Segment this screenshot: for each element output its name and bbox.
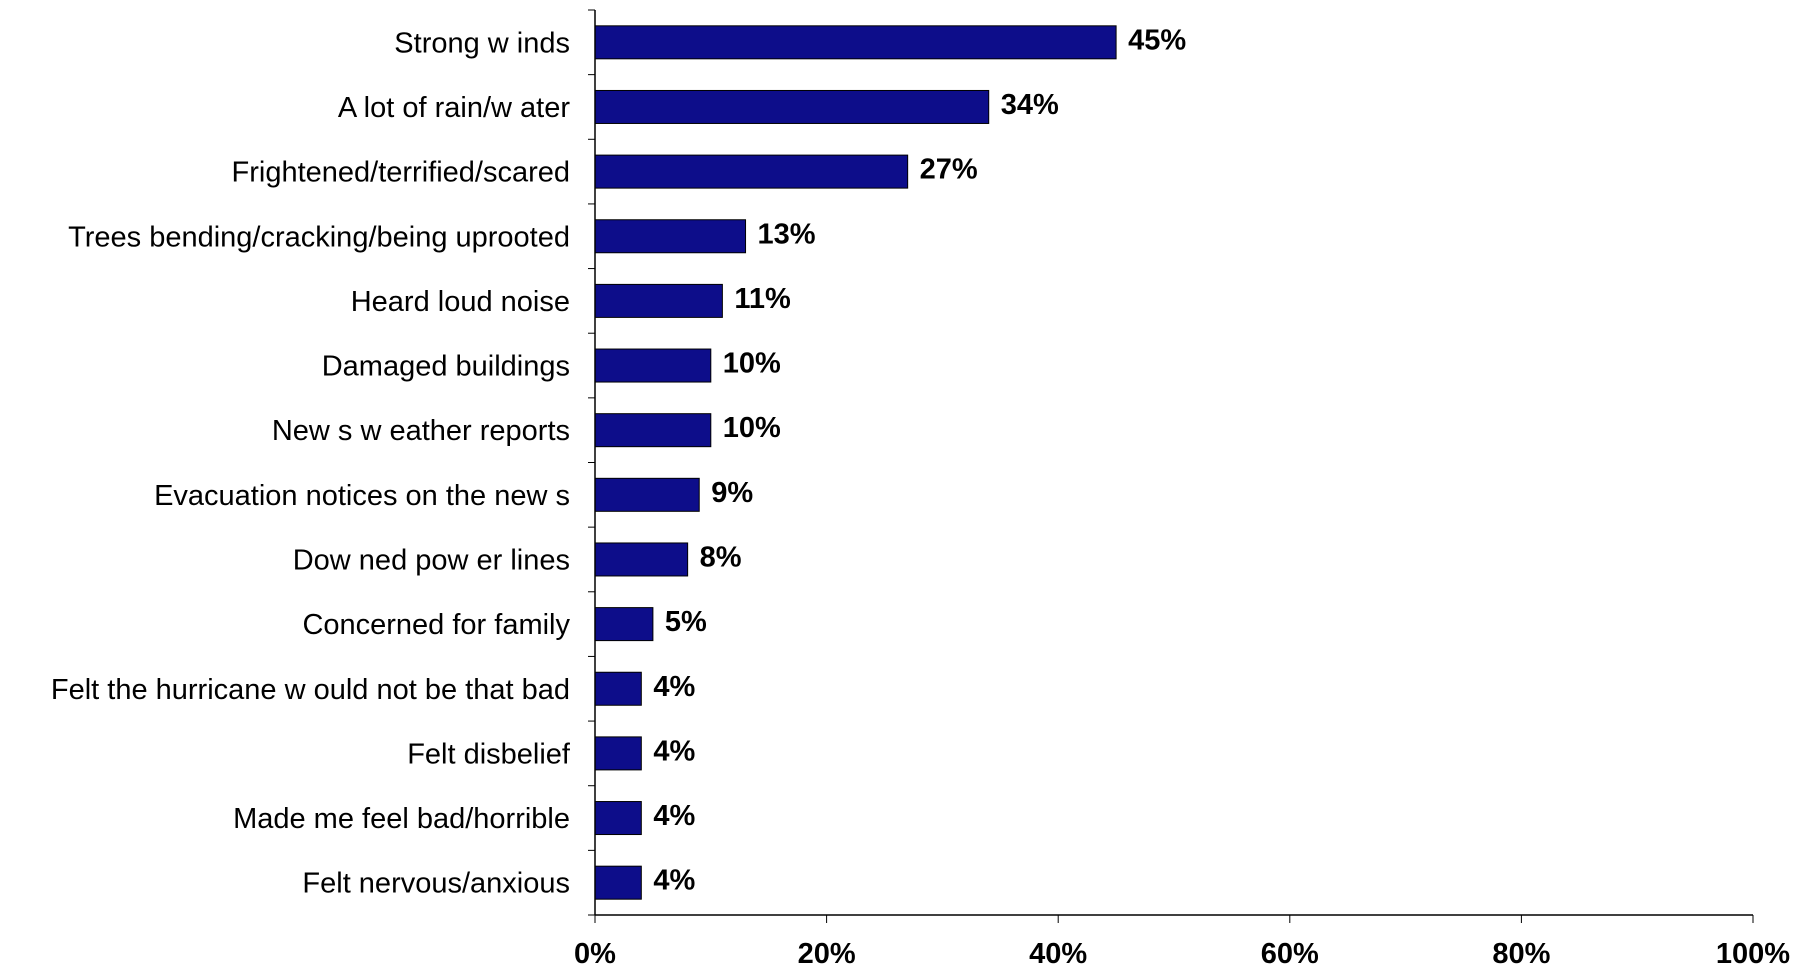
bar <box>594 348 712 383</box>
bar <box>594 607 654 642</box>
category-label: Damaged buildings <box>322 351 570 383</box>
category-label: Felt nervous/anxious <box>302 868 570 900</box>
category-label: Felt the hurricane w ould not be that ba… <box>51 674 570 706</box>
data-label: 45% <box>1128 24 1186 56</box>
bar <box>594 801 642 836</box>
bar <box>594 865 642 900</box>
data-label: 5% <box>665 606 707 638</box>
bar <box>594 671 642 706</box>
x-tick-label: 80% <box>1492 938 1550 970</box>
bar <box>594 736 642 771</box>
data-label: 4% <box>653 865 695 897</box>
x-tick-label: 20% <box>798 938 856 970</box>
x-tick-label: 100% <box>1716 938 1790 970</box>
data-label: 4% <box>653 800 695 832</box>
category-label: Dow ned pow er lines <box>293 544 570 576</box>
data-label: 13% <box>758 218 816 250</box>
x-tick-label: 0% <box>574 938 616 970</box>
category-label: Frightened/terrified/scared <box>232 157 571 189</box>
x-tick-label: 40% <box>1029 938 1087 970</box>
data-label: 8% <box>700 541 742 573</box>
category-label: Strong w inds <box>394 27 570 59</box>
data-label: 34% <box>1001 89 1059 121</box>
bar <box>594 542 689 577</box>
axis-layer <box>588 9 1754 923</box>
bar <box>594 283 723 318</box>
data-label: 4% <box>653 671 695 703</box>
category-label: Evacuation notices on the new s <box>154 480 570 512</box>
bars-layer <box>594 25 1117 900</box>
data-label: 11% <box>734 283 791 315</box>
labels-layer: Strong w inds 45% A lot of rain/w ater 34% F… <box>51 24 1790 970</box>
bar <box>594 154 909 189</box>
bar <box>594 25 1117 60</box>
bar <box>594 477 700 512</box>
bar <box>594 413 712 448</box>
category-label: New s w eather reports <box>272 415 570 447</box>
data-label: 27% <box>920 154 978 186</box>
category-label: Concerned for family <box>302 609 570 641</box>
category-label: A lot of rain/w ater <box>338 92 570 124</box>
category-label: Felt disbelief <box>407 738 571 770</box>
x-tick-label: 60% <box>1261 938 1319 970</box>
bar <box>594 89 990 124</box>
data-label: 10% <box>723 348 781 380</box>
bar <box>594 219 747 254</box>
data-label: 4% <box>653 735 695 767</box>
category-label: Made me feel bad/horrible <box>233 803 570 835</box>
category-label: Heard loud noise <box>351 286 570 318</box>
data-label: 9% <box>711 477 753 509</box>
category-label: Trees bending/cracking/being uprooted <box>68 221 570 253</box>
data-label: 10% <box>723 412 781 444</box>
